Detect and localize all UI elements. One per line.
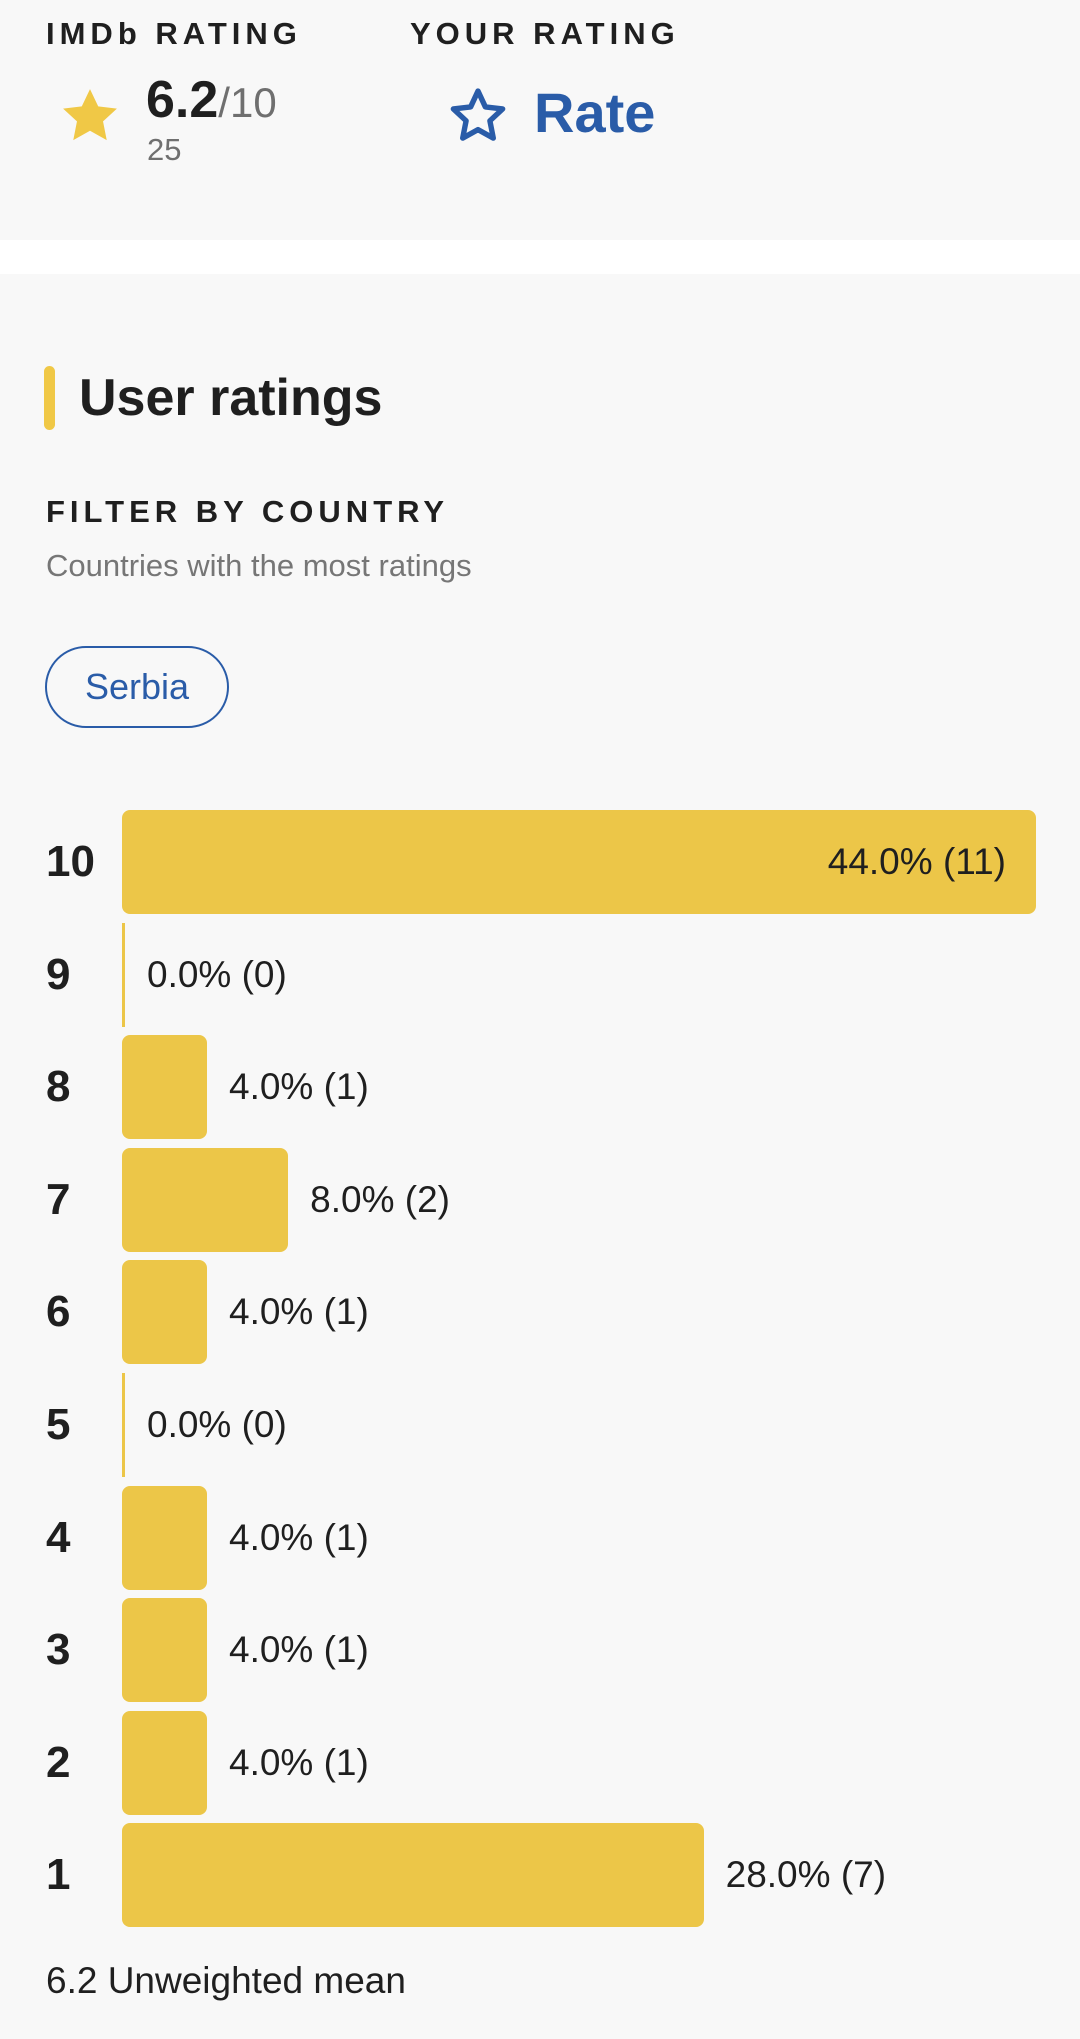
imdb-score-max: /10 bbox=[218, 79, 277, 126]
histogram-value-8: 4.0% (1) bbox=[229, 1066, 369, 1108]
histogram-label-9: 9 bbox=[46, 949, 71, 999]
filter-subtitle: Countries with the most ratings bbox=[46, 548, 472, 583]
histogram-value-10: 44.0% (11) bbox=[827, 841, 1006, 882]
star-outline-icon[interactable] bbox=[444, 82, 512, 150]
unweighted-mean: 6.2 Unweighted mean bbox=[46, 1960, 406, 2001]
imdb-score-value: 6.2 bbox=[146, 71, 219, 129]
histogram-row-5: 5 0.0% (0) bbox=[0, 1373, 1080, 1477]
histogram-value-4: 4.0% (1) bbox=[229, 1516, 369, 1558]
histogram-label-1: 1 bbox=[46, 1850, 71, 1900]
histogram-label-4: 4 bbox=[46, 1512, 71, 1562]
your-rating-block[interactable]: YOUR RATING Rate bbox=[410, 16, 680, 144]
histogram-bar-7 bbox=[122, 1147, 289, 1252]
histogram-value-7: 8.0% (2) bbox=[310, 1178, 451, 1220]
histogram-bar-2 bbox=[122, 1710, 207, 1815]
histogram-value-3: 4.0% (1) bbox=[229, 1629, 369, 1671]
histogram-label-6: 6 bbox=[46, 1287, 71, 1337]
histogram-bar-1 bbox=[122, 1823, 704, 1928]
user-ratings-title: User ratings bbox=[79, 369, 383, 427]
histogram-bar-4 bbox=[122, 1485, 207, 1590]
histogram-bar-9 bbox=[122, 922, 125, 1027]
histogram-row-7: 7 8.0% (2) bbox=[0, 1147, 1080, 1252]
histogram-row-8: 8 4.0% (1) bbox=[0, 1035, 1080, 1140]
imdb-rating-block: IMDb RATING 6.2/10 25 bbox=[46, 16, 302, 167]
histogram-value-2: 4.0% (1) bbox=[229, 1741, 369, 1783]
imdb-vote-count: 25 bbox=[147, 132, 182, 167]
histogram-row-6: 6 4.0% (1) bbox=[0, 1260, 1080, 1365]
histogram-label-10: 10 bbox=[46, 837, 95, 886]
histogram-row-1: 1 28.0% (7) bbox=[0, 1823, 1080, 1928]
histogram-row-10: 10 44.0% (11) bbox=[0, 810, 1080, 914]
histogram-row-9: 9 0.0% (0) bbox=[0, 922, 1080, 1027]
histogram-bar-10 bbox=[122, 810, 1036, 914]
histogram-label-5: 5 bbox=[46, 1400, 71, 1449]
histogram-row-3: 3 4.0% (1) bbox=[0, 1598, 1080, 1703]
histogram-row-4: 4 4.0% (1) bbox=[0, 1485, 1080, 1590]
ratings-histogram: 10 44.0% (11) 9 0.0% (0) 8 4.0% (1) 7 8.0% (2) 6… bbox=[0, 810, 1080, 1930]
histogram-label-3: 3 bbox=[46, 1625, 71, 1675]
histogram-value-5: 0.0% (0) bbox=[147, 1404, 287, 1445]
histogram-label-2: 2 bbox=[46, 1737, 71, 1787]
country-chip-serbia[interactable]: Serbia bbox=[45, 646, 229, 728]
histogram-label-7: 7 bbox=[46, 1174, 71, 1224]
histogram-value-9: 0.0% (0) bbox=[147, 953, 287, 995]
your-rating-label: YOUR RATING bbox=[410, 16, 680, 51]
histogram-value-6: 4.0% (1) bbox=[229, 1291, 369, 1333]
user-ratings-section: User ratings FILTER BY COUNTRY Countries… bbox=[0, 274, 1080, 2039]
section-accent-bar bbox=[44, 366, 55, 430]
histogram-bar-6 bbox=[122, 1260, 207, 1365]
filter-by-country-heading: FILTER BY COUNTRY bbox=[46, 494, 450, 529]
imdb-score: 6.2/10 bbox=[146, 70, 277, 130]
star-filled-icon bbox=[63, 89, 117, 141]
histogram-bar-5 bbox=[122, 1373, 125, 1477]
histogram-label-8: 8 bbox=[46, 1062, 71, 1112]
histogram-bar-3 bbox=[122, 1598, 207, 1703]
histogram-bar-8 bbox=[122, 1035, 207, 1140]
rating-summary-section: IMDb RATING 6.2/10 25 YOUR RATING Rate bbox=[0, 0, 1080, 240]
section-divider bbox=[0, 240, 1080, 274]
rate-button[interactable]: Rate bbox=[534, 81, 656, 144]
histogram-value-1: 28.0% (7) bbox=[725, 1854, 887, 1896]
histogram-row-2: 2 4.0% (1) bbox=[0, 1710, 1080, 1815]
imdb-rating-label: IMDb RATING bbox=[46, 16, 302, 51]
